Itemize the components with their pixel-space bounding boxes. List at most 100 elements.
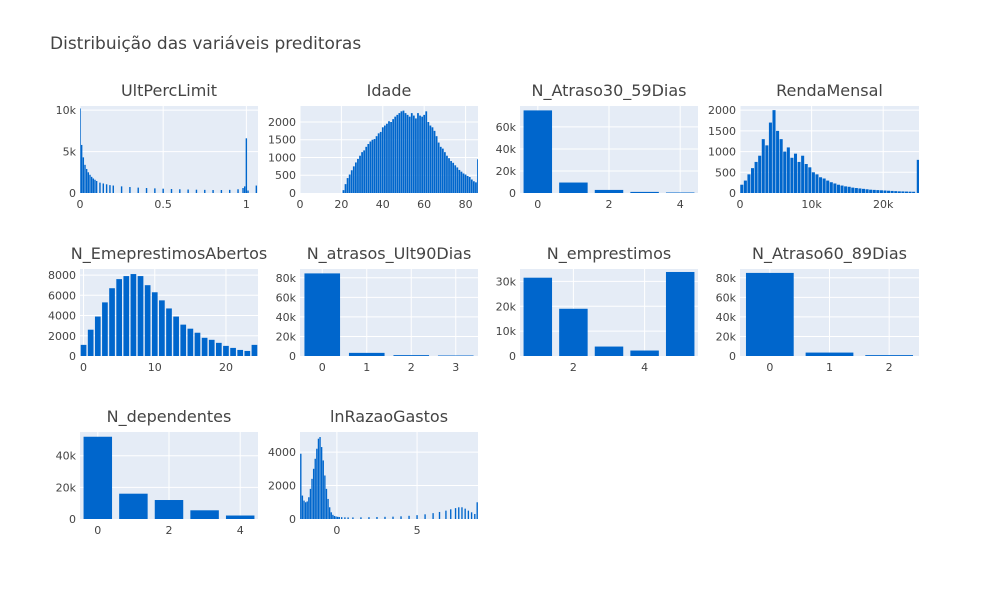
bar — [458, 169, 461, 193]
bar — [872, 189, 876, 193]
bar — [412, 115, 415, 193]
bar — [879, 190, 883, 193]
bar — [335, 516, 337, 519]
bar — [865, 189, 869, 193]
bar — [456, 167, 459, 193]
bar — [431, 127, 434, 193]
bar — [630, 191, 659, 193]
bar — [466, 175, 469, 193]
bar — [393, 355, 430, 356]
bar — [474, 513, 476, 519]
bar — [180, 324, 187, 356]
y-tick-label: 2000 — [708, 104, 736, 117]
bar — [477, 159, 478, 193]
bar — [754, 161, 758, 193]
bar — [373, 139, 376, 193]
bar — [377, 133, 380, 193]
bar — [87, 329, 94, 356]
bar — [355, 162, 357, 193]
bar — [352, 166, 355, 193]
bar — [324, 475, 326, 519]
y-tick-label: 0 — [729, 187, 736, 200]
bar — [388, 121, 390, 193]
bar — [394, 116, 397, 193]
bar — [743, 180, 747, 193]
y-tick-label: 60k — [496, 121, 517, 134]
bar — [223, 345, 229, 356]
bar — [458, 507, 460, 519]
x-tick-label: 4 — [237, 524, 244, 537]
bar — [230, 347, 236, 356]
bar — [467, 510, 470, 519]
bar — [173, 316, 179, 356]
x-tick-label: 1 — [363, 361, 370, 374]
bar — [350, 170, 353, 193]
bar — [523, 277, 553, 356]
bar — [332, 514, 334, 519]
bar — [472, 181, 475, 193]
bar — [594, 189, 624, 193]
bar — [304, 273, 341, 356]
y-tick-label: 6000 — [48, 289, 76, 302]
bar — [151, 292, 158, 356]
y-tick-label: 20k — [716, 330, 737, 343]
bar — [861, 188, 866, 193]
bar — [805, 352, 854, 356]
bar — [379, 131, 382, 193]
bar — [594, 346, 624, 356]
bar — [808, 167, 812, 193]
bar — [427, 121, 430, 193]
bar — [836, 184, 840, 193]
bar — [402, 110, 405, 193]
bar — [438, 511, 441, 519]
bar — [360, 517, 362, 519]
bar — [464, 508, 466, 519]
bar — [475, 182, 477, 193]
bar — [154, 500, 184, 519]
bar — [793, 153, 798, 193]
bar — [904, 191, 908, 193]
bar — [361, 152, 363, 193]
bar — [740, 184, 744, 193]
bar — [392, 119, 395, 193]
y-tick-label: 20k — [496, 165, 517, 178]
bar — [325, 488, 328, 519]
y-tick-label: 4000 — [48, 310, 76, 323]
subplot-4: 0 500 1000 1500 2000 0 10k 20k RendaMensal — [708, 81, 919, 211]
bar — [432, 513, 434, 519]
bar — [912, 191, 916, 193]
bar — [470, 179, 473, 193]
bar — [119, 493, 148, 519]
bar — [316, 448, 318, 519]
bar — [400, 111, 403, 193]
bar — [306, 501, 308, 519]
y-tick-label: 0 — [509, 350, 516, 363]
y-tick-label: 500 — [715, 166, 736, 179]
bar — [242, 188, 244, 193]
subplot-title: N_emprestimos — [547, 244, 671, 264]
bar — [404, 113, 407, 193]
bar — [421, 116, 423, 193]
bar — [410, 113, 413, 193]
bar — [811, 172, 815, 193]
bar — [381, 127, 384, 193]
bar — [357, 158, 359, 193]
bar — [786, 147, 790, 193]
bar — [348, 174, 351, 193]
x-tick-label: 2 — [886, 361, 893, 374]
y-tick-label: 1000 — [268, 151, 296, 164]
bar — [851, 187, 855, 193]
bar — [894, 191, 898, 193]
x-tick-label: 20 — [219, 361, 233, 374]
bar — [408, 116, 411, 193]
bar — [344, 184, 347, 193]
bar — [751, 168, 755, 193]
bar — [322, 460, 324, 519]
bar — [365, 146, 368, 193]
bar — [417, 113, 419, 193]
x-tick-label: 10k — [801, 198, 822, 211]
x-tick-label: 2 — [606, 198, 613, 211]
subplot-9: 0 20k 40k 0 2 4 N_dependentes — [56, 407, 258, 537]
bar — [416, 515, 418, 519]
y-tick-label: 30k — [496, 275, 517, 288]
